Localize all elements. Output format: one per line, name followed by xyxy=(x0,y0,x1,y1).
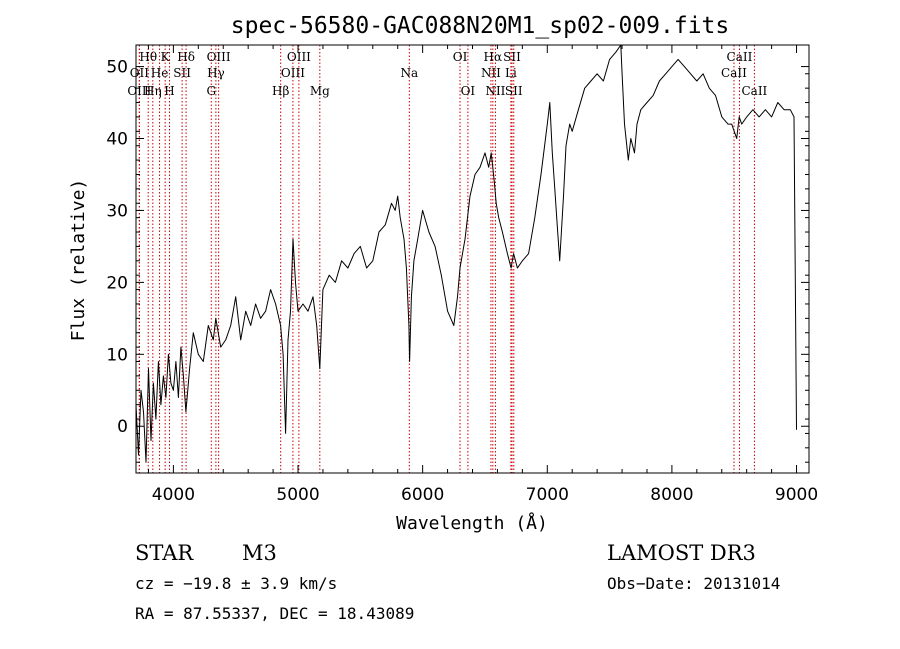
spectral-line-label: G xyxy=(206,84,216,98)
y-tick-label: 40 xyxy=(106,130,128,150)
spectral-line-label: Hα xyxy=(484,50,503,64)
ra-dec-coords: RA = 87.55337, DEC = 18.43089 xyxy=(135,604,414,623)
survey-name: LAMOST DR3 xyxy=(607,541,756,565)
y-axis-label: Flux (relative) xyxy=(68,179,89,342)
spectral-line-label: Li xyxy=(505,66,517,80)
spectral-line-label: OIII xyxy=(281,66,305,80)
x-tick-label: 8000 xyxy=(650,485,693,505)
plot-frame xyxy=(135,44,810,474)
spectral-line-label: Na xyxy=(400,66,418,80)
x-tick-label: 5000 xyxy=(276,485,319,505)
x-axis-ticks: 4000 5000 6000 7000 8000 9000 xyxy=(147,45,818,505)
spectral-line-label: K xyxy=(161,50,171,64)
x-tick-label: 4000 xyxy=(152,485,195,505)
spectral-line-label: NII xyxy=(485,84,505,98)
spectral-line-label: CaII xyxy=(741,84,767,98)
spectral-line-label: SII xyxy=(173,66,191,80)
x-tick-label: 9000 xyxy=(775,485,818,505)
spectral-line-label: CaII xyxy=(721,66,747,80)
flux-line xyxy=(135,44,797,463)
spectral-line-markers xyxy=(138,45,755,473)
flux-series xyxy=(135,44,797,463)
spectral-line-label: Hη xyxy=(144,84,162,98)
spectral-line-label: He xyxy=(151,66,169,80)
spectral-line-label: Hθ xyxy=(139,50,157,64)
spectral-line-label: OIII xyxy=(287,50,311,64)
spectral-line-label: OI xyxy=(461,84,476,98)
y-tick-label: 0 xyxy=(117,417,128,437)
spectral-line-label: OI xyxy=(453,50,468,64)
spectral-line-label: SII xyxy=(503,50,521,64)
x-tick-label: 7000 xyxy=(526,485,569,505)
redshift-cz: cz = −19.8 ± 3.9 km/s xyxy=(135,574,337,593)
spectral-line-labels: Hθ OII OIII K He Hη SII H Hδ OIII Hγ G Hβ OIII OIII Mg N… xyxy=(127,50,767,98)
y-tick-label: 10 xyxy=(106,345,128,365)
spectral-line-label: Hβ xyxy=(272,84,289,98)
object-class: STAR xyxy=(135,541,194,565)
spectral-line-label: CaII xyxy=(727,50,753,64)
y-axis-ticks: 0 10 20 30 40 50 xyxy=(106,58,809,463)
y-tick-label: 50 xyxy=(106,58,128,78)
spectral-line-label: OIII xyxy=(207,50,231,64)
chart-title: spec-56580-GAC088N20M1_sp02-009.fits xyxy=(231,13,730,39)
spectral-line-label: OIII xyxy=(127,84,151,98)
observation-date: Obs−Date: 20131014 xyxy=(607,574,780,593)
object-subclass: M3 xyxy=(242,541,277,565)
spectral-line-label: H xyxy=(164,84,174,98)
x-axis-label: Wavelength (Å) xyxy=(396,512,548,534)
x-tick-label: 6000 xyxy=(401,485,444,505)
spectral-line-label: Hγ xyxy=(207,66,225,80)
y-tick-label: 20 xyxy=(106,273,128,293)
spectral-line-label: Hδ xyxy=(177,50,195,64)
spectral-line-label: OII xyxy=(130,66,150,80)
spectral-line-label: Mg xyxy=(310,84,330,98)
y-tick-label: 30 xyxy=(106,201,128,221)
spectral-line-label: SII xyxy=(505,84,523,98)
spectral-line-label: NII xyxy=(481,66,501,80)
